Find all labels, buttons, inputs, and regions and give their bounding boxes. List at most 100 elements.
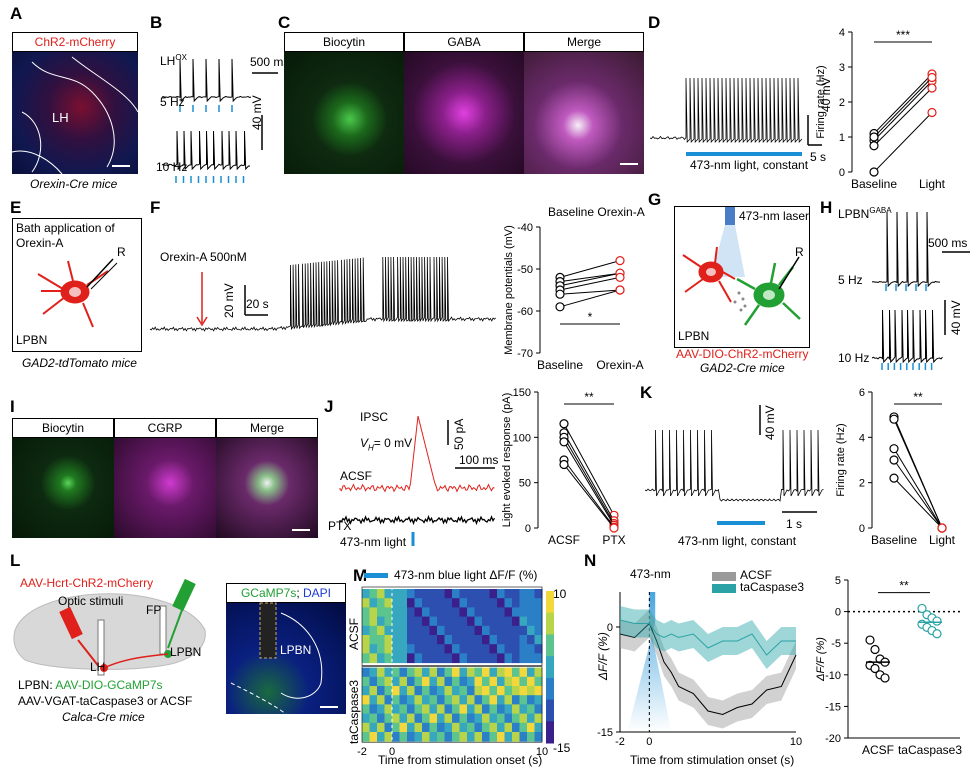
k-trace <box>644 405 824 525</box>
heatmap-cell <box>422 644 430 654</box>
heatmap-cell <box>482 704 490 715</box>
heatmap-cell <box>459 644 468 654</box>
i-merge-image <box>216 438 318 538</box>
heatmap-cell <box>474 607 483 618</box>
heatmap-cell <box>459 616 468 627</box>
x-category-label: Baseline <box>871 533 917 547</box>
heatmap-cell <box>519 598 528 608</box>
heatmap-cell <box>504 653 513 664</box>
heatmap-cell <box>392 653 400 664</box>
e-region: LPBN <box>16 333 48 347</box>
heatmap-cell <box>384 625 393 636</box>
data-point <box>870 644 880 655</box>
b-scale-time: 500 ms <box>250 55 290 69</box>
heatmap-cell <box>369 722 378 733</box>
heatmap-cell <box>527 653 535 664</box>
j-traces <box>339 415 496 546</box>
heatmap-cell <box>474 625 483 636</box>
a-caption: Orexin-Cre mice <box>30 177 118 191</box>
heatmap-cell <box>519 676 528 687</box>
heatmap-cell <box>384 676 393 687</box>
heatmap-cell <box>399 713 408 724</box>
l-stim-label: Optic stimuli <box>58 594 124 608</box>
heatmap-cell <box>407 644 415 654</box>
heatmap-cell <box>459 635 468 645</box>
heatmap-cell <box>384 686 393 696</box>
i-header-cgrp: CGRP <box>114 418 216 438</box>
b-freq-10hz: 10 Hz <box>156 160 188 174</box>
heatmap-cell <box>482 598 490 608</box>
heatmap-cell <box>444 607 453 618</box>
heatmap-cell <box>497 635 505 645</box>
j-scale-current: 50 pA <box>452 418 466 450</box>
heatmap-cell <box>467 676 475 687</box>
b-light-pulses-5hz <box>179 105 233 112</box>
heatmap-cell <box>482 676 490 687</box>
heatmap-cell <box>369 695 378 705</box>
heatmap-cell <box>519 616 528 627</box>
heatmap-cell <box>429 722 438 733</box>
significance-label: ** <box>584 390 594 404</box>
heatmap-cell <box>497 686 505 696</box>
heatmap-cell <box>429 598 438 608</box>
heatmap-cell <box>444 667 453 678</box>
data-point-left <box>559 459 569 470</box>
heatmap-cell <box>459 704 468 715</box>
heatmap-cell <box>392 598 400 608</box>
heatmap-cell <box>467 616 475 627</box>
heatmap-cell <box>527 676 535 687</box>
heatmap-cell <box>482 616 490 627</box>
heatmap-cell <box>437 704 445 715</box>
data-point-right <box>927 83 937 93</box>
heatmap-cell <box>369 713 378 724</box>
heatmap-cell <box>519 667 528 678</box>
colorbar-segment <box>546 612 554 635</box>
heatmap-cell <box>527 644 535 654</box>
heatmap-cell <box>459 695 468 705</box>
pair-line <box>563 441 615 526</box>
pair-line <box>893 448 943 529</box>
heatmap-cell <box>534 653 543 664</box>
heatmap-cell <box>527 704 535 715</box>
heatmap-cell <box>377 676 385 687</box>
heatmap-cell <box>392 676 400 687</box>
m-legend-swatch <box>364 573 388 578</box>
heatmap-cell <box>444 686 453 696</box>
heatmap-cell <box>534 676 543 687</box>
panel-label-j: J <box>324 397 334 416</box>
heatmap-cell <box>444 676 453 687</box>
heatmap-cell <box>362 667 370 678</box>
heatmap-cell <box>474 616 483 627</box>
heatmap-cell <box>369 644 378 654</box>
m-legend-label: 473-nm blue light ΔF/F (%) <box>394 568 538 582</box>
m-heatmap: -2 0 10 <box>357 586 554 758</box>
heatmap-cell <box>437 667 445 678</box>
h-freq-10hz: 10 Hz <box>838 351 870 365</box>
data-point <box>870 663 880 674</box>
c-header-merge: Merge <box>524 32 644 52</box>
heatmap-cell <box>504 607 513 618</box>
heatmap-cell <box>482 589 490 599</box>
heatmap-cell <box>407 653 415 664</box>
heatmap-cell <box>504 635 513 645</box>
heatmap-cell <box>399 607 408 618</box>
heatmap-cell <box>474 598 483 608</box>
heatmap-cell <box>429 635 438 645</box>
l-image-header: GCaMP7s; DAPI <box>226 583 346 603</box>
x-tick-label: -2 <box>357 746 367 758</box>
j-ipsc-label: IPSC <box>360 410 389 424</box>
pair-line <box>563 437 615 524</box>
heatmap-cell <box>429 676 438 687</box>
j-ptx-label: PTX <box>328 519 352 533</box>
heatmap-cell <box>519 686 528 696</box>
heatmap-cell <box>452 686 460 696</box>
heatmap-cell <box>407 676 415 687</box>
heatmap-cell <box>519 653 528 664</box>
heatmap-cell <box>362 704 370 715</box>
b-freq-5hz: 5 Hz <box>160 95 185 109</box>
a-region-label: LH <box>52 110 69 125</box>
x-category-label: ACSF <box>548 533 580 547</box>
panel-label-d: D <box>648 13 661 32</box>
heatmap-cell <box>444 695 453 705</box>
heatmap-cell <box>362 713 370 724</box>
